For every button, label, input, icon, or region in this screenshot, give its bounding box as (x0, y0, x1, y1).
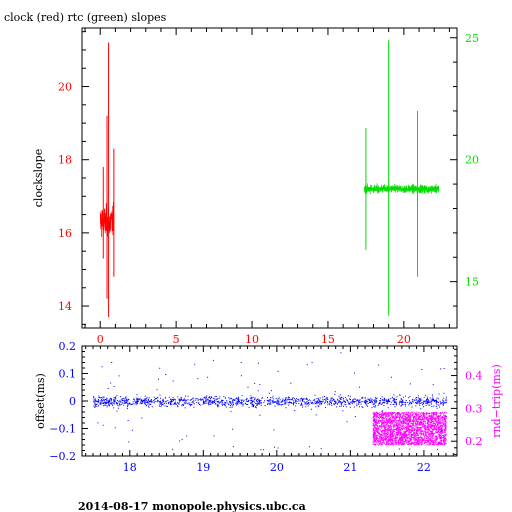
top-y-tick-label: 16 (58, 227, 72, 240)
bottom-y-tick-label: −0.1 (49, 423, 76, 436)
round-trip-points (372, 411, 447, 446)
bottom-y-tick-label: −0.2 (49, 450, 76, 463)
bottom-y2-tick-label: 0.4 (465, 370, 483, 383)
bottom-y2-tick-label: 0.2 (465, 435, 483, 448)
top-y2-tick-label: 20 (465, 154, 479, 167)
top-y-tick-label: 20 (58, 81, 72, 94)
offset-points (93, 352, 447, 451)
bottom-y-tick-label: 0.2 (59, 340, 77, 353)
top-ylabel: clockslope (32, 149, 45, 207)
bottom-ylabel-left: offset(ms) (34, 373, 47, 429)
top-y2-tick-label: 25 (465, 32, 479, 45)
chart-title: clock (red) rtc (green) slopes (4, 11, 167, 24)
top-y-tick-label: 14 (58, 300, 72, 313)
top-x-tick-label: 20 (397, 333, 411, 346)
top-x-tick-label: 0 (97, 333, 104, 346)
top-x-tick-label: 10 (245, 333, 259, 346)
bottom-y-tick-label: 0.1 (59, 368, 77, 381)
top-x-tick-label: 5 (173, 333, 180, 346)
bottom-y-tick-label: 0 (69, 395, 76, 408)
footer-label: 2014-08-17 monopole.physics.ubc.ca (78, 500, 306, 512)
bottom-y2-tick-label: 0.3 (465, 402, 483, 415)
bottom-x-tick-label: 22 (417, 461, 431, 474)
top-plot-frame (81, 27, 458, 329)
top-y2-tick-label: 15 (465, 276, 479, 289)
bottom-x-tick-label: 19 (196, 461, 210, 474)
bottom-x-tick-label: 21 (343, 461, 357, 474)
bottom-x-tick-label: 20 (270, 461, 284, 474)
bottom-ylabel-right: rnd−trip(ms) (490, 364, 503, 438)
slopes-plot: 0 5 10 15 20 14 16 18 20 15 20 25 (58, 27, 479, 346)
top-y-tick-label: 18 (58, 154, 72, 167)
bottom-x-tick-label: 18 (123, 461, 137, 474)
offset-plot: 18 19 20 21 22 −0.2 −0.1 0 0.1 0.2 0.2 0.3 0.4 (49, 340, 482, 474)
top-x-tick-label: 15 (321, 333, 335, 346)
rtc-trace (364, 183, 440, 195)
